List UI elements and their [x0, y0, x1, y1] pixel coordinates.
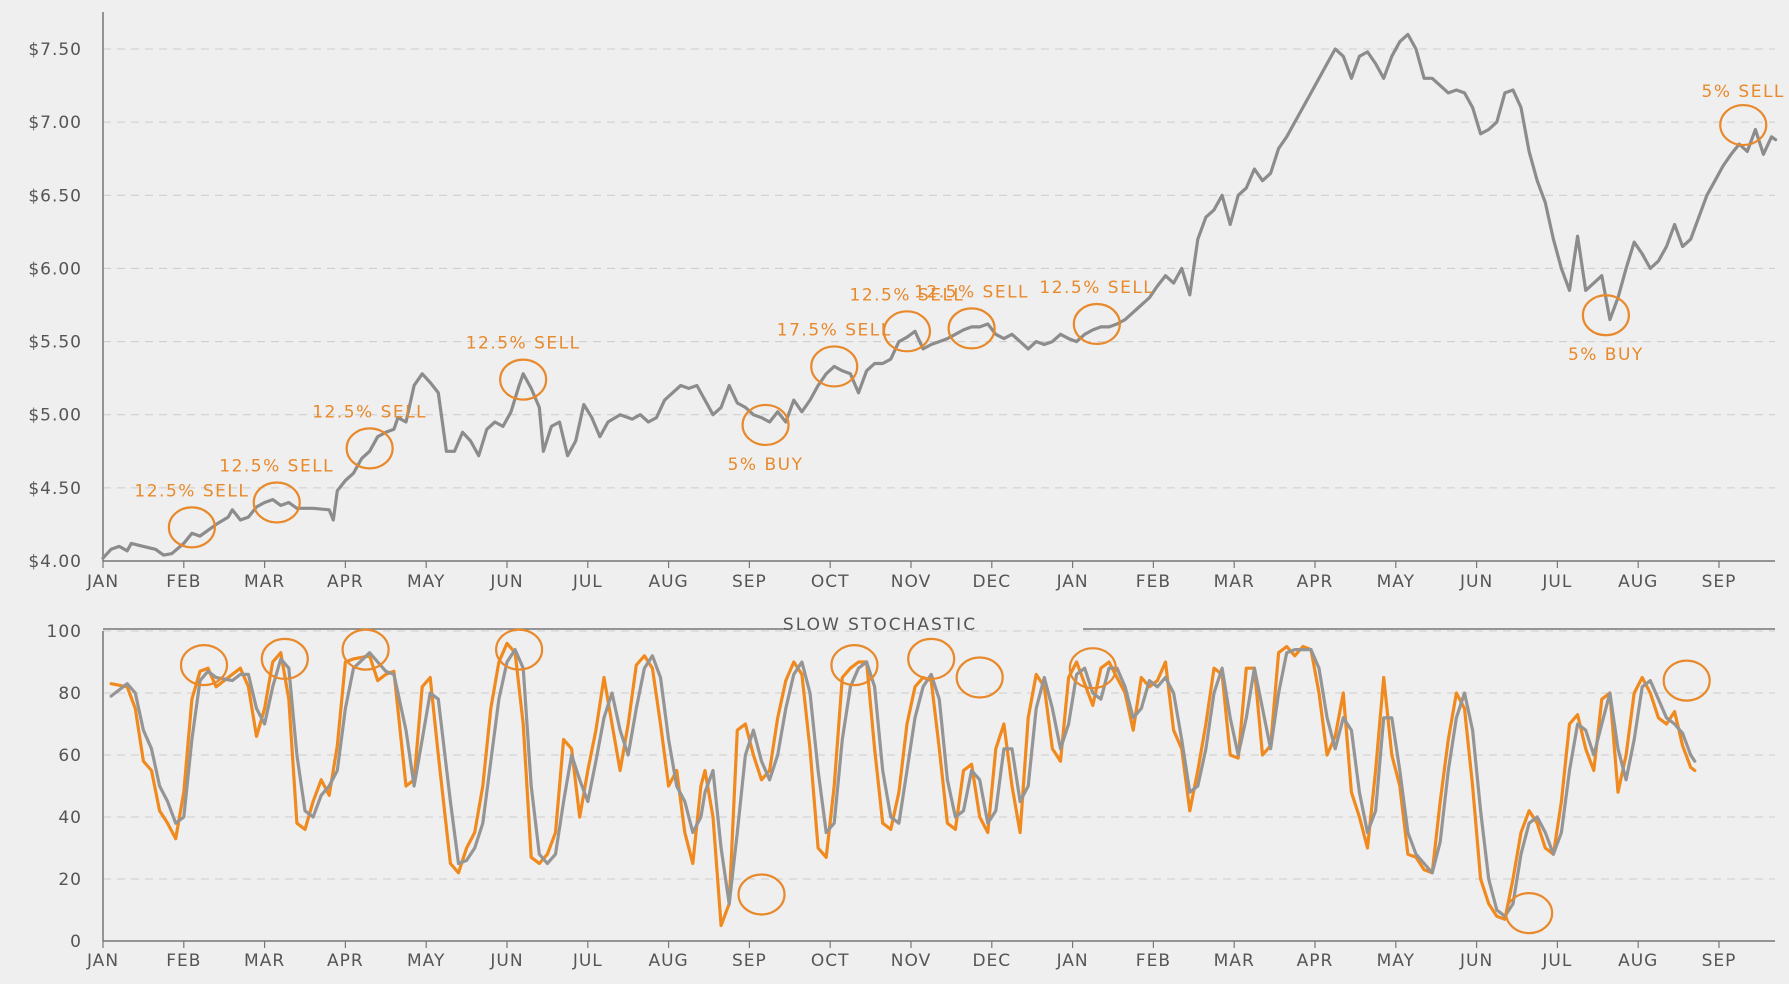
price-x-tick-label: DEC: [972, 572, 1011, 592]
price-y-tick-label: $5.50: [28, 333, 82, 353]
stoch-x-tick-label: FEB: [1136, 951, 1171, 971]
stoch-x-tick-label: AUG: [648, 951, 688, 971]
annotation-label: 12.5% SELL: [219, 456, 334, 476]
stoch-series-line-1: [109, 647, 1697, 918]
annotation-label: 12.5% SELL: [1039, 278, 1154, 298]
stoch-x-tick-label: AUG: [1618, 951, 1658, 971]
price-x-tick-label: JUN: [489, 572, 523, 592]
stoch-x-tick-label: DEC: [972, 951, 1011, 971]
signal-circle: [1068, 647, 1117, 690]
price-y-tick-label: $7.50: [28, 40, 82, 60]
price-x-tick-label: FEB: [166, 572, 201, 592]
price-x-tick-label: OCT: [811, 572, 850, 592]
signal-circle: [907, 637, 956, 681]
stoch-x-tick-label: JAN: [86, 951, 119, 971]
stoch-y-tick-label: 20: [58, 870, 82, 890]
annotation-circle: [499, 358, 548, 401]
price-series-line-0: [101, 32, 1778, 560]
stoch-title: SLOW STOCHASTIC: [783, 615, 977, 635]
annotation-circle: [1719, 103, 1768, 147]
annotation-label: 5% BUY: [1568, 345, 1644, 365]
stoch-x-tick-label: JUN: [489, 951, 523, 971]
stoch-y-tick-label: 80: [58, 684, 82, 704]
price-x-tick-label: AUG: [1618, 572, 1658, 592]
annotation-label: 12.5% SELL: [312, 402, 427, 422]
annotation-circle: [882, 310, 932, 353]
signal-circle: [341, 628, 390, 671]
signal-circle: [955, 656, 1004, 699]
annotation-circle: [345, 427, 394, 470]
annotation-label: 17.5% SELL: [777, 320, 892, 340]
signal-circle: [737, 873, 786, 916]
price-x-tick-label: FEB: [1136, 572, 1171, 592]
signal-circle: [495, 628, 544, 671]
price-x-tick-label: SEP: [732, 572, 767, 592]
annotation-circle: [741, 403, 790, 447]
annotation-circle: [810, 345, 859, 388]
stoch-x-tick-label: NOV: [891, 951, 931, 971]
price-y-tick-label: $4.50: [28, 479, 82, 499]
annotation-circle: [1072, 302, 1121, 346]
price-y-tick-label: $7.00: [28, 113, 82, 133]
annotation-label: 5% SELL: [1702, 82, 1785, 102]
annotation-circle: [1581, 294, 1630, 337]
stoch-x-tick-label: JUN: [1459, 951, 1493, 971]
stoch-x-tick-label: MAR: [1214, 951, 1255, 971]
price-x-tick-label: APR: [327, 572, 364, 592]
price-x-tick-label: MAR: [1214, 572, 1255, 592]
price-y-tick-label: $5.00: [28, 406, 82, 426]
stoch-x-tick-label: MAY: [407, 951, 445, 971]
stoch-x-tick-label: APR: [327, 951, 364, 971]
stoch-x-tick-label: JUL: [1541, 951, 1572, 971]
stoch-y-tick-label: 40: [58, 808, 82, 828]
annotation-circle: [167, 506, 216, 549]
stoch-y-tick-label: 100: [47, 622, 82, 642]
stoch-x-tick-label: SEP: [732, 951, 767, 971]
annotation-label: 12.5% SELL: [914, 282, 1029, 302]
price-x-tick-label: MAR: [244, 572, 285, 592]
signal-circle: [1505, 891, 1554, 935]
price-y-tick-label: $6.50: [28, 186, 82, 206]
annotation-label: 12.5% SELL: [466, 334, 581, 354]
signal-circle: [260, 637, 309, 681]
price-x-tick-label: NOV: [891, 572, 931, 592]
stoch-x-tick-label: APR: [1297, 951, 1334, 971]
price-x-tick-label: APR: [1297, 572, 1334, 592]
price-x-tick-label: SEP: [1702, 572, 1737, 592]
signal-circle: [179, 643, 229, 687]
annotation-label: 12.5% SELL: [850, 285, 965, 305]
stoch-x-tick-label: OCT: [811, 951, 850, 971]
price-x-tick-label: JUL: [1541, 572, 1572, 592]
stoch-x-tick-label: JUL: [572, 951, 603, 971]
price-y-tick-label: $4.00: [28, 552, 82, 572]
price-x-tick-label: MAY: [407, 572, 445, 592]
stoch-x-tick-label: MAY: [1377, 951, 1415, 971]
stoch-y-tick-label: 60: [58, 746, 82, 766]
price-x-tick-label: JUN: [1459, 572, 1493, 592]
annotation-label: 5% BUY: [728, 455, 804, 475]
annotation-circle: [947, 307, 996, 350]
stoch-y-tick-label: 0: [70, 932, 82, 952]
annotation-circle: [252, 481, 301, 524]
signal-circle: [830, 643, 879, 687]
stoch-x-tick-label: JAN: [1056, 951, 1089, 971]
price-y-tick-label: $6.00: [28, 259, 82, 279]
price-x-tick-label: AUG: [648, 572, 688, 592]
price-x-tick-label: MAY: [1377, 572, 1415, 592]
stoch-x-tick-label: MAR: [244, 951, 285, 971]
stoch-x-tick-label: FEB: [166, 951, 201, 971]
price-x-tick-label: JAN: [86, 572, 119, 592]
stoch-x-tick-label: SEP: [1702, 951, 1737, 971]
price-x-tick-label: JAN: [1056, 572, 1089, 592]
price-x-tick-label: JUL: [572, 572, 603, 592]
signal-circle: [1662, 659, 1711, 702]
annotation-label: 12.5% SELL: [134, 481, 249, 501]
